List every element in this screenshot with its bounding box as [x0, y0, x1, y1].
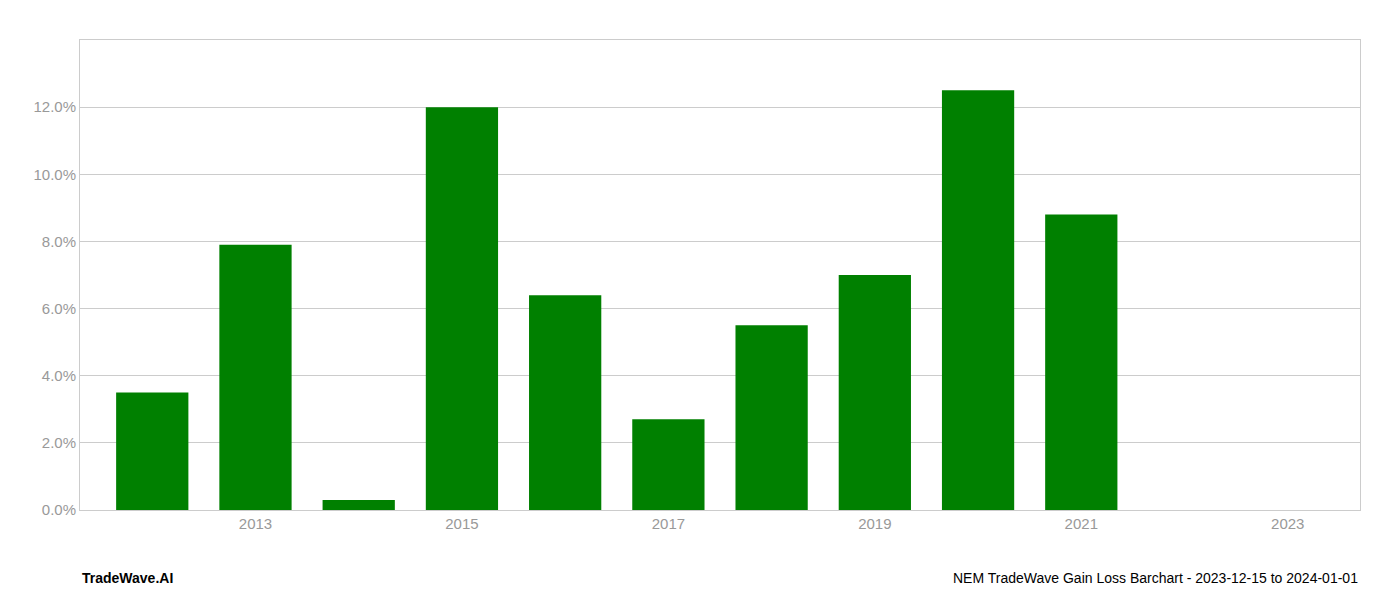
svg-text:10.0%: 10.0%: [33, 166, 76, 183]
svg-text:2015: 2015: [445, 515, 478, 532]
svg-text:TradeWave.AI: TradeWave.AI: [82, 570, 173, 586]
svg-text:2013: 2013: [239, 515, 272, 532]
svg-text:2023: 2023: [1271, 515, 1304, 532]
svg-text:2.0%: 2.0%: [42, 434, 76, 451]
svg-text:2019: 2019: [858, 515, 891, 532]
svg-text:8.0%: 8.0%: [42, 233, 76, 250]
svg-text:6.0%: 6.0%: [42, 300, 76, 317]
svg-text:2017: 2017: [652, 515, 685, 532]
svg-text:NEM TradeWave Gain Loss Barcha: NEM TradeWave Gain Loss Barchart - 2023-…: [953, 570, 1358, 586]
svg-text:4.0%: 4.0%: [42, 367, 76, 384]
svg-text:12.0%: 12.0%: [33, 98, 76, 115]
svg-text:2021: 2021: [1065, 515, 1098, 532]
svg-text:0.0%: 0.0%: [42, 501, 76, 518]
